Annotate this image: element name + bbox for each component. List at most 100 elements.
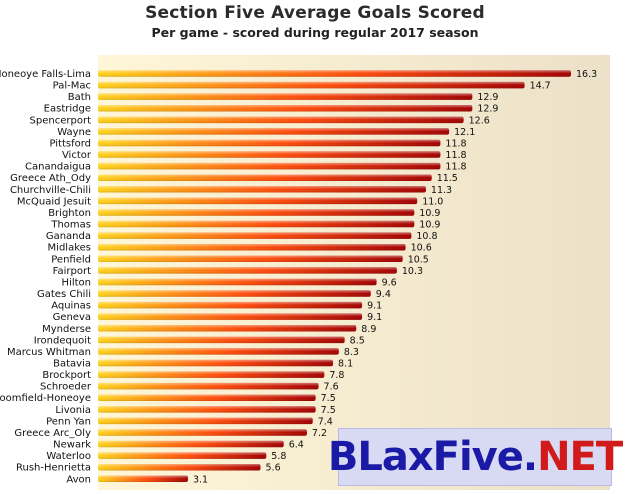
category-label: Pittsford: [49, 138, 91, 149]
category-label: Pal-Mac: [53, 81, 91, 92]
watermark-part-brand: BLaxFive.: [327, 434, 538, 480]
category-label: Marcus Whitman: [7, 347, 91, 358]
value-label: 9.4: [376, 289, 391, 300]
category-label: Hilton: [62, 277, 91, 288]
bar-shine: [98, 452, 267, 459]
bar-shine: [98, 417, 313, 425]
bar-shine: [98, 325, 357, 332]
category-label: Eastridge: [44, 104, 91, 115]
bar-shine: [98, 475, 188, 483]
category-label: Schroeder: [40, 382, 92, 393]
bar-shine: [98, 406, 316, 413]
category-label: Penn Yan: [46, 416, 91, 427]
value-label: 7.6: [324, 382, 339, 393]
bar-shine: [98, 394, 316, 401]
category-label: Rush-Henrietta: [16, 463, 91, 474]
bar-shine: [98, 220, 415, 228]
category-label: Penfield: [51, 254, 91, 265]
bar-shine: [98, 186, 426, 193]
bar-shine: [98, 232, 412, 239]
category-label: Newark: [53, 440, 91, 451]
bar-shine: [98, 104, 473, 112]
value-label: 8.9: [361, 324, 376, 335]
value-label: 8.1: [338, 359, 353, 370]
category-label: Irondequoit: [34, 335, 91, 346]
bar-shine: [98, 267, 397, 274]
value-label: 7.5: [321, 393, 336, 404]
category-label: Livonia: [55, 405, 91, 416]
value-label: 11.0: [422, 196, 443, 207]
value-label: 5.8: [271, 451, 286, 462]
category-label: Honeoye Falls-Lima: [0, 69, 91, 80]
chart-title: Section Five Average Goals Scored: [145, 3, 485, 23]
category-label: Avon: [66, 474, 91, 485]
value-label: 11.8: [445, 138, 466, 149]
bar-shine: [98, 162, 441, 170]
value-label: 16.3: [576, 69, 597, 80]
category-label: Brighton: [48, 208, 91, 219]
category-label: Geneva: [53, 312, 91, 323]
bars-group: Honeoye Falls-Lima 16.3 Pal-Mac 14.7 Bath 12.…: [0, 69, 597, 485]
bar-shine: [98, 197, 418, 205]
watermark-logo: BLaxFive.NET: [328, 428, 623, 486]
category-label: Spencerport: [30, 115, 92, 126]
category-label: Churchville-Chili: [10, 185, 91, 196]
value-label: 10.6: [411, 243, 432, 254]
bar-shine: [98, 359, 334, 367]
value-label: 8.3: [344, 347, 359, 358]
bar-shine: [98, 81, 525, 89]
category-label: Bath: [68, 92, 91, 103]
chart-subtitle: Per game - scored during regular 2017 se…: [151, 25, 479, 40]
value-label: 7.5: [321, 405, 336, 416]
watermark-part-tld: NET: [537, 434, 623, 480]
bar-shine: [98, 382, 319, 390]
value-label: 11.8: [445, 162, 466, 173]
category-label: Waterloo: [46, 451, 91, 462]
category-label: Aquinas: [51, 301, 91, 312]
value-label: 14.7: [530, 81, 551, 92]
value-label: 10.9: [419, 220, 440, 231]
watermark-text: BLaxFive.NET: [327, 434, 623, 480]
value-label: 9.6: [382, 277, 397, 288]
value-label: 11.8: [445, 150, 466, 161]
bar-shine: [98, 336, 345, 344]
bar-shine: [98, 313, 363, 320]
category-label: Brockport: [42, 370, 91, 381]
bar-shine: [98, 174, 432, 181]
category-label: Midlakes: [48, 243, 91, 254]
value-label: 10.9: [419, 208, 440, 219]
value-label: 3.1: [193, 474, 208, 485]
value-label: 12.6: [469, 115, 490, 126]
bar-shine: [98, 278, 377, 286]
value-label: 7.2: [312, 428, 327, 439]
value-label: 8.5: [350, 335, 365, 346]
category-label: Gananda: [46, 231, 91, 242]
category-label: Batavia: [53, 359, 91, 370]
category-label: Gates Chili: [37, 289, 91, 300]
category-label: Mynderse: [42, 324, 91, 335]
bar-shine: [98, 463, 261, 471]
bar-shine: [98, 301, 363, 309]
value-label: 11.3: [431, 185, 452, 196]
value-label: 6.4: [289, 440, 304, 451]
category-label: Victor: [62, 150, 92, 161]
bar-shine: [98, 139, 441, 147]
category-label: Thomas: [50, 220, 91, 231]
bar-shine: [98, 93, 473, 100]
value-label: 9.1: [367, 312, 382, 323]
category-label: Greece Arc_Oly: [14, 428, 91, 439]
value-label: 12.9: [477, 92, 498, 103]
bar-shine: [98, 151, 441, 158]
bar-shine: [98, 255, 403, 263]
value-label: 7.4: [318, 416, 333, 427]
category-label: McQuaid Jesuit: [17, 196, 91, 207]
bar-shine: [98, 371, 325, 378]
bar-shine: [98, 209, 415, 216]
bar-shine: [98, 290, 371, 297]
value-label: 9.1: [367, 301, 382, 312]
value-label: 10.5: [408, 254, 429, 265]
title-block: Section Five Average Goals Scored Per ga…: [0, 0, 630, 40]
bar-shine: [98, 440, 284, 448]
value-label: 11.5: [437, 173, 458, 184]
bar-shine: [98, 70, 571, 77]
